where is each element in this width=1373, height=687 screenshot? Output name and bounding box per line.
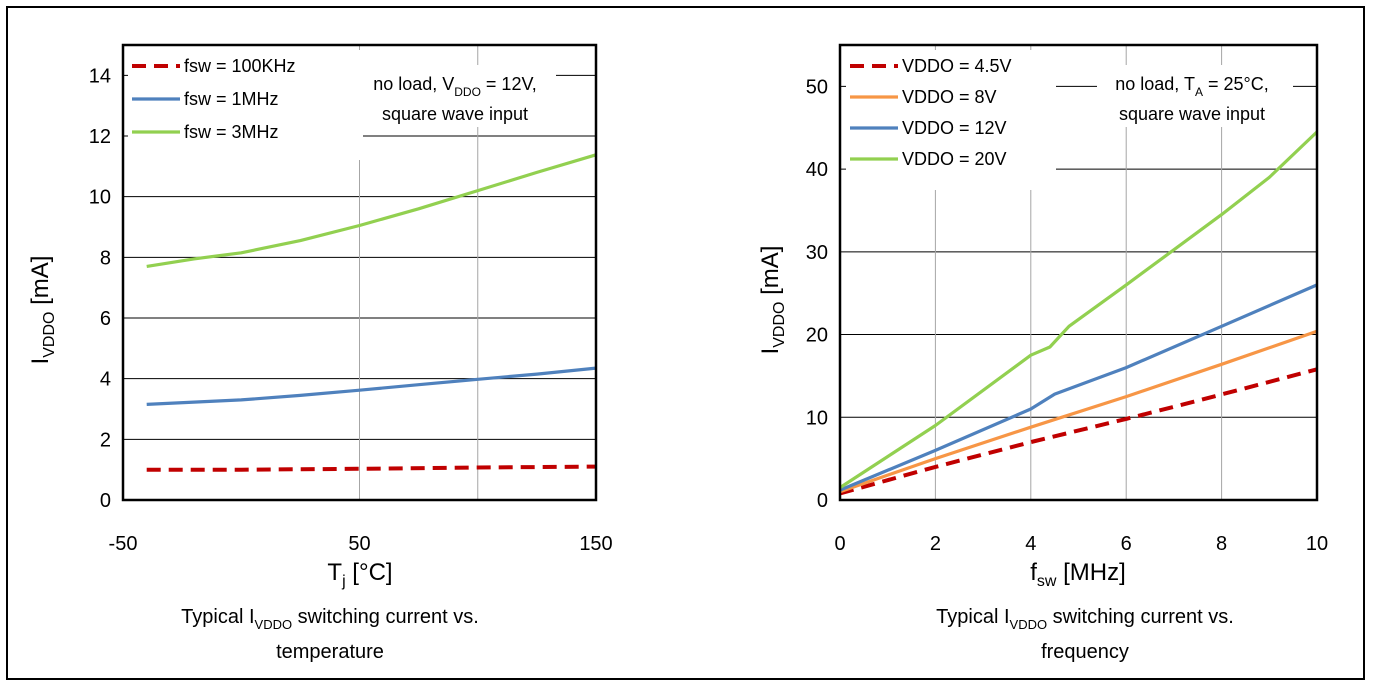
series-line-2 — [839, 283, 1318, 492]
legend-entry: fsw = 1MHz — [184, 89, 279, 109]
x-tick-label: 10 — [1306, 533, 1328, 555]
figure-frame — [6, 6, 1365, 680]
series-line-0 — [839, 367, 1318, 496]
x-tick-label: -50 — [109, 533, 138, 555]
y-tick-label: 2 — [100, 429, 111, 451]
caption-line-2: temperature — [276, 641, 384, 663]
series-line-2 — [146, 153, 597, 268]
legend-entry: VDDO = 4.5V — [902, 56, 1012, 76]
annotation-background — [1097, 65, 1293, 127]
plot-area — [838, 43, 1319, 502]
y-tick-label: 8 — [100, 247, 111, 269]
y-tick-label: 10 — [89, 187, 111, 209]
y-tick-label: 0 — [100, 490, 111, 512]
legend: fsw = 100KHz fsw = 1MHz fsw = 3MHz — [128, 50, 363, 160]
plot-area — [121, 43, 598, 502]
y-tick-label: 30 — [806, 242, 828, 264]
legend: VDDO = 4.5V VDDO = 8V VDDO = 12V VDDO = 20V — [846, 50, 1056, 190]
y-axis-label: IVDDO [mA] — [757, 246, 788, 355]
series-line-0 — [146, 464, 597, 472]
x-tick-label: 4 — [1025, 533, 1036, 555]
y-tick-label: 10 — [806, 407, 828, 429]
x-tick-label: 8 — [1216, 533, 1227, 555]
legend-entry: fsw = 100KHz — [184, 56, 296, 76]
y-tick-label: 0 — [817, 490, 828, 512]
x-tick-labels: 0 2 4 6 8 10 — [834, 533, 1328, 555]
x-tick-label: 50 — [348, 533, 370, 555]
series-line-3 — [839, 130, 1319, 489]
y-tick-labels: 0 2 4 6 8 10 12 14 — [89, 65, 111, 512]
annotation-background — [360, 65, 556, 127]
legend-entry: VDDO = 12V — [902, 118, 1007, 138]
x-tick-label: 150 — [579, 533, 612, 555]
x-tick-label: 6 — [1121, 533, 1132, 555]
caption-line-1: Typical IVDDO switching current vs. — [181, 606, 479, 632]
caption-line-2: frequency — [1041, 641, 1129, 663]
legend-entry: VDDO = 8V — [902, 87, 997, 107]
legend-entry: fsw = 3MHz — [184, 122, 279, 142]
y-axis-label: IVDDO [mA] — [27, 256, 58, 365]
y-tick-label: 12 — [89, 126, 111, 148]
x-tick-label: 2 — [930, 533, 941, 555]
caption-line-1: Typical IVDDO switching current vs. — [936, 606, 1234, 632]
legend-entry: VDDO = 20V — [902, 149, 1007, 169]
annotation-line-1: no load, TA = 25°C, — [1115, 74, 1268, 99]
annotation-line-1: no load, VDDO = 12V, — [373, 74, 537, 99]
y-tick-label: 4 — [100, 369, 111, 391]
y-tick-labels: 0 10 20 30 40 50 — [806, 76, 828, 512]
x-tick-labels: -50 50 150 — [109, 533, 613, 555]
annotation: no load, TA = 25°C, square wave input — [1097, 65, 1293, 127]
y-tick-label: 50 — [806, 76, 828, 98]
y-tick-label: 20 — [806, 325, 828, 347]
series-lines — [146, 153, 597, 472]
y-tick-label: 14 — [89, 65, 111, 87]
annotation-line-2: square wave input — [382, 104, 528, 124]
annotation-line-2: square wave input — [1119, 104, 1265, 124]
series-line-1 — [146, 366, 597, 406]
x-axis-label: fsw [MHz] — [1030, 559, 1126, 590]
annotation: no load, VDDO = 12V, square wave input — [360, 65, 556, 127]
legend-background — [128, 50, 363, 160]
y-tick-label: 6 — [100, 308, 111, 330]
series-lines — [839, 130, 1319, 496]
x-axis-label: Tj [°C] — [327, 559, 392, 590]
series-line-1 — [839, 329, 1318, 494]
y-tick-label: 40 — [806, 159, 828, 181]
chart-frequency: 0 10 20 30 40 50 0 2 4 6 8 10 VDDO = 4.5V VDDO = 8V… — [757, 43, 1328, 663]
x-tick-label: 0 — [834, 533, 845, 555]
legend-background — [846, 50, 1056, 190]
